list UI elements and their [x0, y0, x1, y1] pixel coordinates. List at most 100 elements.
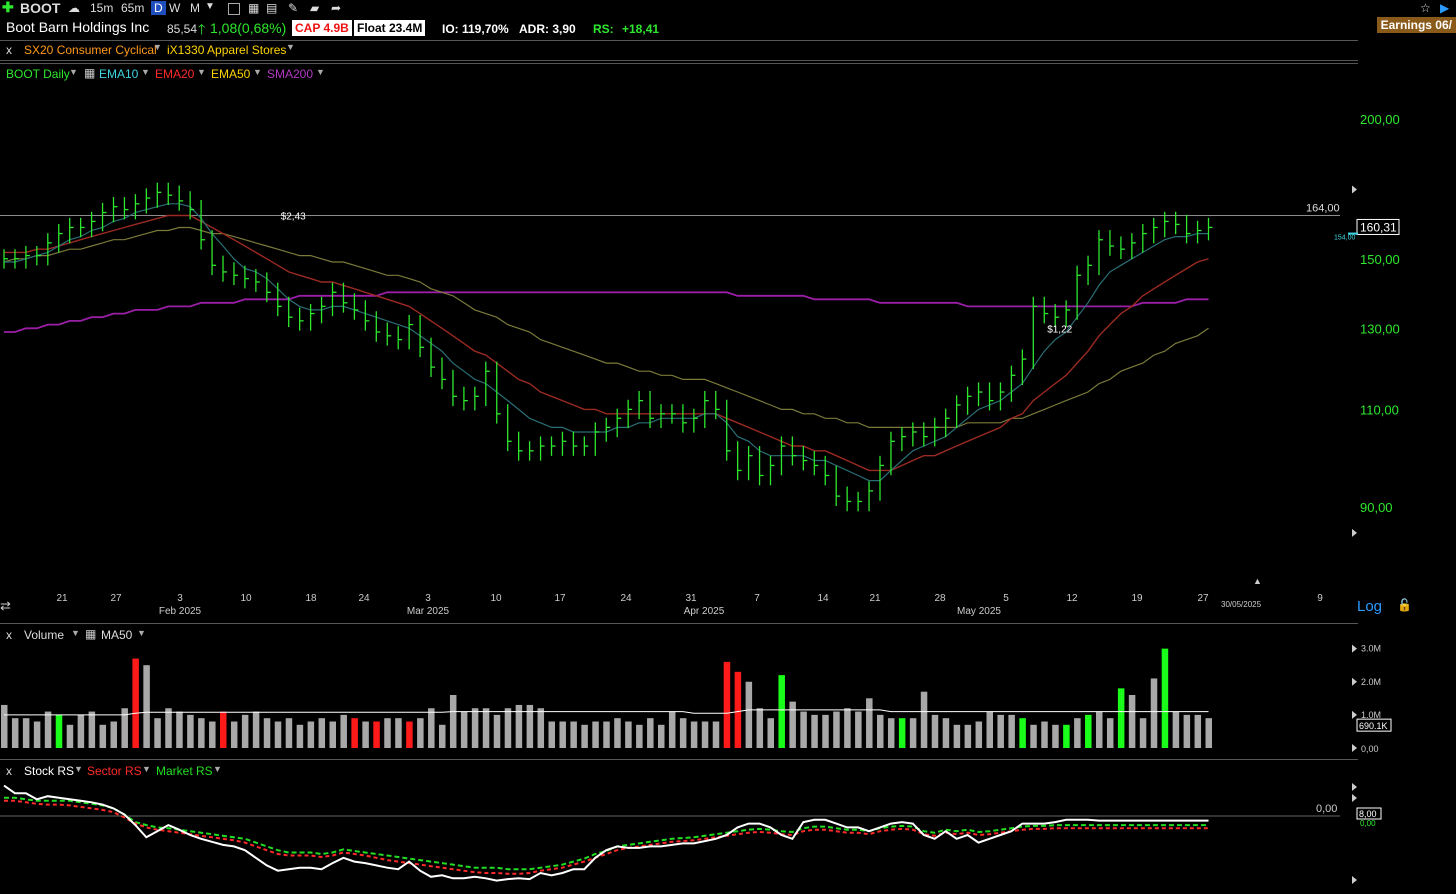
notes-icon[interactable]: ▤: [266, 1, 278, 15]
star-icon[interactable]: ☆: [1420, 1, 1431, 15]
chevron-down-icon[interactable]: ▼: [316, 67, 325, 77]
x-month-label: Apr 2025: [683, 606, 725, 617]
volume-bar: [526, 704, 534, 748]
adr-value: ADR: 3,90: [519, 22, 576, 36]
toolbar: ✚ BOOT ☁ 15m 65m D W M ▼ ▦ ▤ ✎ ▰ ➦ ☆ ▶: [0, 0, 1456, 17]
timeframe-65m[interactable]: 65m: [121, 1, 145, 15]
chevron-down-icon[interactable]: ▼: [197, 67, 206, 77]
rs-last-box: [1356, 807, 1382, 820]
grid-icon[interactable]: ▦: [85, 627, 97, 641]
company-name: Boot Barn Holdings Inc: [6, 19, 150, 35]
divider: [0, 60, 1358, 61]
timeframe-m[interactable]: M: [190, 1, 200, 15]
legend-series[interactable]: BOOT Daily: [6, 67, 70, 81]
volume-bar: [373, 721, 380, 748]
volume-ma-label[interactable]: MA50: [101, 628, 133, 642]
x-tick-label: 5: [1003, 593, 1009, 604]
volume-bar: [964, 724, 972, 748]
sector-label[interactable]: SX20 Consumer Cyclical: [24, 43, 157, 57]
volume-bar: [997, 714, 1004, 748]
chevron-down-icon[interactable]: ▼: [253, 67, 262, 77]
grid-icon[interactable]: ▦: [84, 66, 96, 80]
x-tick-label: 24: [620, 593, 632, 604]
chevron-down-icon[interactable]: ▼: [142, 764, 151, 774]
chevron-down-icon[interactable]: ▼: [69, 67, 78, 77]
timeframe-15m[interactable]: 15m: [90, 1, 114, 15]
legend-sector-rs[interactable]: Sector RS: [87, 764, 142, 778]
up-triangle-icon[interactable]: ▲: [1253, 576, 1262, 586]
volume-bar: [417, 718, 424, 748]
rs-chart[interactable]: 0,00 8,000,00: [0, 760, 1456, 894]
symbol-input[interactable]: BOOT: [20, 0, 61, 16]
volume-bar: [187, 714, 194, 748]
volume-bar: [767, 718, 774, 748]
chevron-down-icon[interactable]: ▼: [71, 628, 80, 638]
folder-icon[interactable]: ▰: [310, 1, 320, 15]
y-tick-label: 90,00: [1360, 500, 1393, 515]
volume-bar: [296, 724, 304, 748]
float-badge: Float 23.4M: [354, 20, 426, 36]
chevron-down-icon[interactable]: ▼: [74, 764, 83, 774]
chevron-down-icon[interactable]: ▼: [141, 67, 150, 77]
volume-bar: [471, 708, 479, 748]
flag-icon[interactable]: ▶: [1440, 1, 1450, 15]
pencil-icon[interactable]: ✎: [288, 1, 299, 15]
timeframe-d[interactable]: D: [151, 1, 166, 15]
x-tick-label: 17: [554, 593, 566, 604]
price-chart[interactable]: 200,00 150,00 130,00 110,00 90,00 164,00 $2,43…: [0, 64, 1456, 594]
volume-bar: [844, 708, 851, 748]
legend-sma200[interactable]: SMA200: [267, 67, 314, 81]
sector-close-button[interactable]: x: [6, 43, 12, 57]
chevron-down-icon[interactable]: ▼: [205, 1, 215, 12]
tv-icon[interactable]: [228, 3, 240, 18]
earnings-badge[interactable]: Earnings 06/: [1376, 17, 1456, 33]
legend-market-rs[interactable]: Market RS: [156, 764, 213, 778]
legend-stock-rs[interactable]: Stock RS: [24, 764, 75, 778]
volume-bar: [570, 721, 577, 748]
volume-close-button[interactable]: x: [6, 628, 12, 642]
volume-bar: [833, 711, 840, 748]
volume-y-tick-label: 1.0M: [1361, 710, 1381, 720]
add-icon[interactable]: ✚: [2, 0, 14, 15]
cap-badge: CAP 4.9B: [292, 20, 352, 36]
volume-bar: [1008, 714, 1015, 748]
volume-bar: [942, 718, 950, 748]
volume-bar: [811, 714, 818, 748]
arrows-icon[interactable]: ⇄: [0, 598, 11, 613]
rs-close-button[interactable]: x: [6, 764, 12, 778]
volume-bar: [176, 711, 183, 748]
x-tick-label: 3: [425, 593, 431, 604]
volume-chart[interactable]: 3.0M 2.0M 1.0M 0,00 690.1K: [0, 628, 1456, 758]
volume-bar: [307, 721, 315, 748]
volume-bar: [822, 714, 829, 748]
volume-bar: [66, 724, 74, 748]
volume-bar: [734, 671, 742, 748]
legend-ema20[interactable]: EMA20: [155, 67, 195, 81]
chevron-down-icon[interactable]: ▼: [137, 628, 146, 638]
cursor-date: 30/05/2025: [1221, 600, 1262, 609]
volume-bar: [789, 701, 796, 748]
grid-icon[interactable]: ▦: [248, 1, 260, 15]
share-icon[interactable]: ➦: [331, 1, 342, 15]
chevron-down-icon[interactable]: ▼: [286, 42, 295, 52]
volume-bar: [504, 708, 512, 748]
chevron-down-icon[interactable]: ▼: [153, 42, 162, 52]
lock-icon[interactable]: 🔓: [1397, 598, 1412, 612]
volume-bar: [318, 718, 326, 748]
industry-label[interactable]: iX1330 Apparel Stores: [167, 43, 287, 57]
ema10-price-label: 154,00: [1334, 235, 1356, 242]
x-tick-label: 3: [177, 593, 183, 604]
scroll-arrow-icon: [1352, 794, 1357, 802]
log-scale-toggle[interactable]: Log: [1357, 598, 1383, 615]
volume-bar: [1205, 718, 1212, 748]
chart-type-icon[interactable]: ☁: [68, 1, 80, 15]
legend-ema10[interactable]: EMA10: [99, 67, 139, 81]
chevron-down-icon[interactable]: ▼: [213, 764, 222, 774]
timeframe-w[interactable]: W: [169, 1, 181, 15]
volume-bar: [866, 698, 873, 748]
legend-ema50[interactable]: EMA50: [211, 67, 251, 81]
volume-label[interactable]: Volume: [24, 628, 65, 642]
volume-bar: [548, 721, 555, 748]
volume-bar: [1172, 711, 1180, 748]
volume-bar: [1019, 718, 1026, 748]
